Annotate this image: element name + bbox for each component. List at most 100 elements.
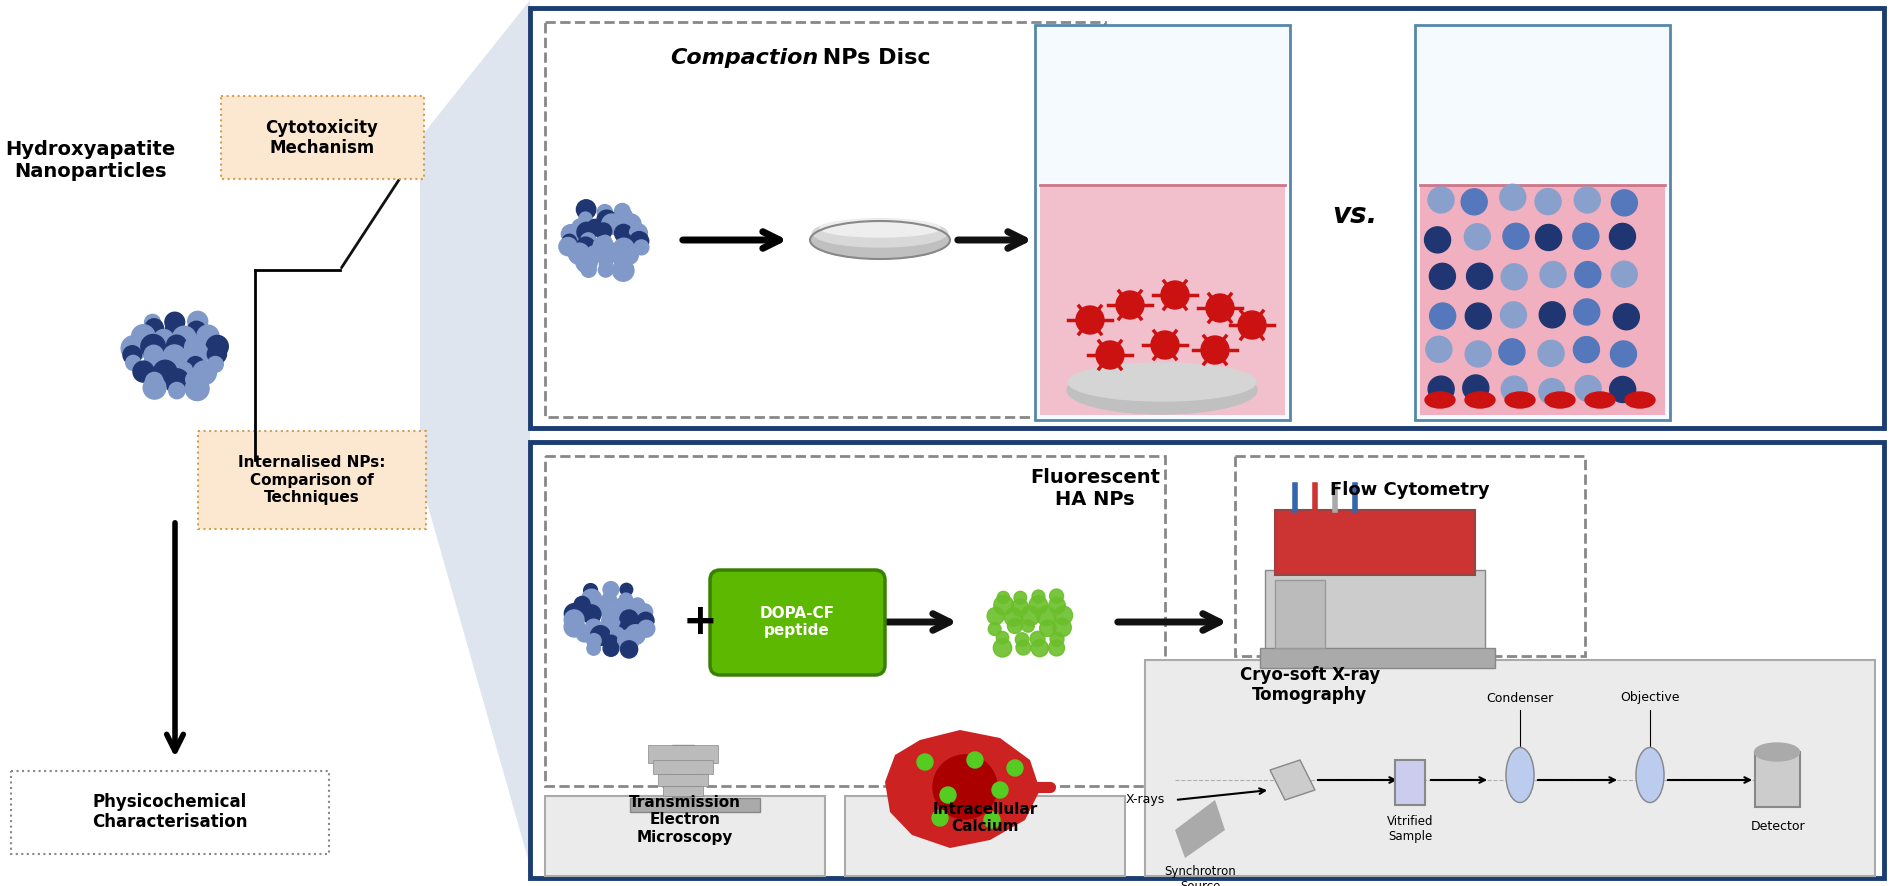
Circle shape — [1574, 261, 1600, 288]
Circle shape — [1466, 303, 1491, 329]
Circle shape — [621, 246, 638, 264]
Circle shape — [165, 312, 184, 332]
Circle shape — [172, 326, 195, 350]
Text: +: + — [682, 601, 718, 643]
Circle shape — [1116, 291, 1144, 319]
Circle shape — [1574, 337, 1599, 362]
Text: Condenser: Condenser — [1487, 691, 1553, 704]
Circle shape — [1462, 375, 1489, 401]
Polygon shape — [420, 0, 530, 866]
FancyBboxPatch shape — [530, 8, 1885, 428]
Text: Objective: Objective — [1619, 691, 1680, 704]
Circle shape — [606, 244, 623, 261]
FancyBboxPatch shape — [657, 774, 708, 786]
Circle shape — [1574, 299, 1600, 325]
Circle shape — [636, 603, 653, 620]
Circle shape — [597, 205, 612, 220]
Circle shape — [581, 262, 597, 277]
Circle shape — [146, 372, 163, 390]
FancyBboxPatch shape — [199, 431, 426, 529]
Circle shape — [587, 245, 604, 262]
FancyBboxPatch shape — [1034, 25, 1290, 420]
Circle shape — [184, 336, 206, 359]
FancyBboxPatch shape — [653, 760, 712, 774]
Circle shape — [188, 322, 206, 340]
Ellipse shape — [820, 219, 939, 237]
Circle shape — [587, 220, 602, 233]
Circle shape — [619, 619, 638, 638]
Circle shape — [996, 632, 1010, 644]
FancyBboxPatch shape — [1420, 185, 1665, 415]
Ellipse shape — [1506, 748, 1534, 803]
Circle shape — [992, 639, 1011, 657]
Circle shape — [1021, 606, 1040, 626]
Circle shape — [634, 240, 650, 255]
Circle shape — [144, 377, 167, 399]
Circle shape — [581, 233, 597, 248]
Ellipse shape — [1754, 743, 1799, 761]
Circle shape — [591, 626, 610, 646]
Circle shape — [602, 592, 616, 606]
Ellipse shape — [1424, 392, 1455, 408]
Circle shape — [587, 633, 600, 648]
Circle shape — [629, 231, 650, 251]
Circle shape — [1502, 264, 1527, 290]
FancyBboxPatch shape — [1756, 752, 1799, 807]
Circle shape — [1610, 223, 1635, 250]
FancyBboxPatch shape — [1275, 510, 1475, 575]
Circle shape — [606, 608, 617, 620]
Circle shape — [178, 362, 193, 377]
FancyBboxPatch shape — [1275, 580, 1326, 648]
Circle shape — [612, 260, 634, 281]
Ellipse shape — [1068, 363, 1256, 401]
FancyBboxPatch shape — [1235, 456, 1585, 656]
Circle shape — [572, 219, 589, 236]
Circle shape — [1610, 341, 1636, 367]
Polygon shape — [884, 730, 1040, 848]
Circle shape — [578, 222, 597, 242]
Circle shape — [1206, 294, 1235, 322]
Circle shape — [188, 311, 208, 331]
Circle shape — [1023, 620, 1034, 632]
Circle shape — [1500, 302, 1527, 328]
Circle shape — [599, 257, 612, 270]
Circle shape — [614, 204, 631, 219]
Circle shape — [1428, 377, 1455, 402]
Circle shape — [123, 346, 142, 364]
Circle shape — [602, 581, 619, 597]
Circle shape — [186, 343, 208, 366]
Circle shape — [636, 612, 653, 629]
Circle shape — [144, 346, 163, 364]
FancyBboxPatch shape — [530, 442, 1885, 878]
Circle shape — [1466, 263, 1492, 289]
Circle shape — [602, 641, 619, 657]
Circle shape — [1576, 376, 1600, 401]
Circle shape — [1430, 263, 1455, 290]
Circle shape — [968, 752, 983, 768]
Circle shape — [140, 335, 165, 359]
Polygon shape — [1174, 800, 1225, 858]
Circle shape — [1028, 595, 1047, 614]
Ellipse shape — [1506, 392, 1534, 408]
Circle shape — [1076, 306, 1104, 334]
Circle shape — [599, 236, 612, 248]
FancyBboxPatch shape — [1396, 760, 1424, 805]
Circle shape — [188, 356, 205, 374]
Circle shape — [1015, 641, 1030, 655]
Circle shape — [1424, 227, 1451, 253]
Circle shape — [939, 787, 956, 803]
FancyBboxPatch shape — [1415, 25, 1671, 420]
Circle shape — [1030, 640, 1047, 657]
FancyBboxPatch shape — [663, 786, 703, 796]
Ellipse shape — [1546, 392, 1576, 408]
Circle shape — [581, 589, 602, 610]
FancyBboxPatch shape — [710, 570, 884, 675]
FancyBboxPatch shape — [631, 798, 759, 812]
Circle shape — [593, 237, 614, 256]
Circle shape — [597, 210, 617, 229]
Circle shape — [576, 237, 595, 256]
Text: Physicochemical
Characterisation: Physicochemical Characterisation — [93, 793, 248, 831]
Text: X-rays: X-rays — [1125, 794, 1165, 806]
Circle shape — [604, 635, 619, 650]
Circle shape — [163, 345, 186, 368]
